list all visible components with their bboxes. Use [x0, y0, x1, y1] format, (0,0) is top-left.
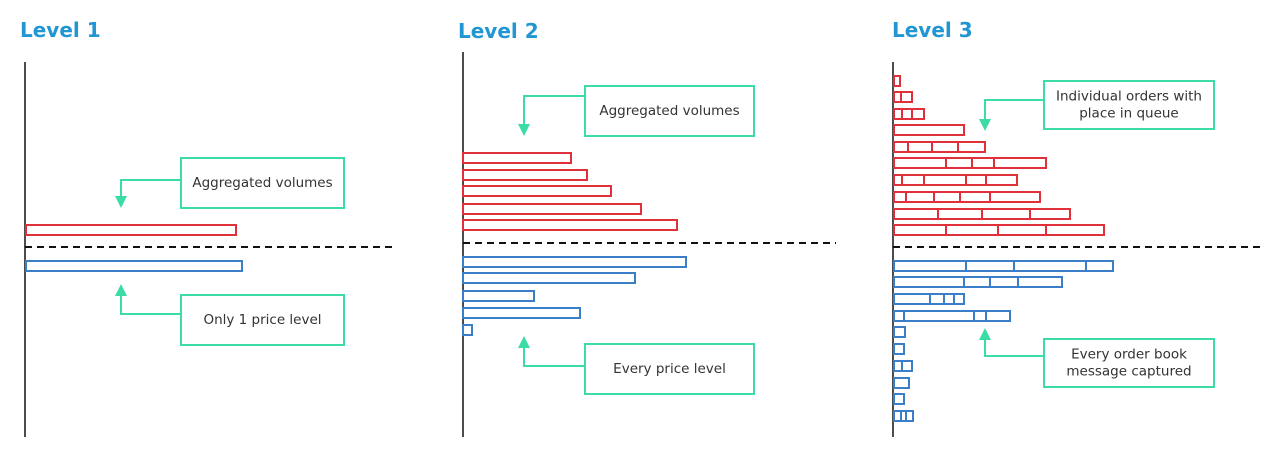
callout-box: [584, 343, 755, 395]
order-bar: [462, 324, 473, 336]
callout-text: Individual orders with: [1056, 89, 1202, 105]
callout-arrow: [518, 124, 530, 136]
callout-arrow: [979, 328, 991, 340]
order-bar: [893, 410, 914, 422]
callout-connector: [120, 296, 181, 315]
callout-text: Aggregated volumes: [192, 175, 332, 191]
callout-box: [1043, 338, 1215, 388]
callout-connector: [120, 179, 181, 196]
callout-arrow: [115, 284, 127, 296]
order-bar: [462, 185, 612, 197]
callout-text: Only 1 price level: [203, 312, 321, 328]
callout-box: [180, 157, 345, 209]
order-bar: [462, 219, 678, 231]
order-bar: [893, 310, 1011, 322]
callout-text: Every order book: [1071, 347, 1187, 363]
order-bar: [893, 174, 1018, 186]
callout-arrow: [518, 336, 530, 348]
callout-arrow: [115, 196, 127, 208]
callout-arrow: [979, 119, 991, 131]
panel-title: Level 1: [20, 18, 101, 42]
order-bar: [893, 343, 905, 355]
order-bar: [893, 124, 965, 136]
order-bar: [25, 260, 243, 272]
callout-connector: [984, 340, 1044, 357]
order-bar: [893, 141, 986, 153]
order-bar: [893, 91, 913, 103]
callout-text: Aggregated volumes: [599, 103, 739, 119]
callout-box: [584, 85, 755, 137]
callout-box: [1043, 80, 1215, 130]
order-bar: [893, 377, 910, 389]
order-bar: [893, 191, 1041, 203]
panel-title: Level 2: [458, 19, 539, 43]
order-bar: [462, 203, 642, 215]
order-bar: [25, 224, 237, 236]
order-bar: [893, 108, 925, 120]
order-bar: [893, 260, 1114, 272]
callout-text: Every price level: [613, 361, 726, 377]
callout-connector: [523, 348, 585, 367]
order-bar: [893, 393, 905, 405]
callout-box: [180, 294, 345, 346]
callout-text: place in queue: [1079, 106, 1179, 122]
order-bar: [462, 272, 636, 284]
order-bar: [462, 307, 581, 319]
callout-connector: [523, 95, 585, 124]
order-bar: [893, 75, 901, 87]
callout-text: message captured: [1066, 364, 1191, 380]
panel-title: Level 3: [892, 18, 973, 42]
order-bar: [462, 256, 687, 268]
order-bar: [462, 152, 572, 164]
order-bar: [893, 157, 1047, 169]
order-bar: [893, 276, 1063, 288]
order-bar: [893, 326, 906, 338]
order-bar: [462, 290, 535, 302]
callout-connector: [984, 99, 1044, 119]
order-bar: [462, 169, 588, 181]
